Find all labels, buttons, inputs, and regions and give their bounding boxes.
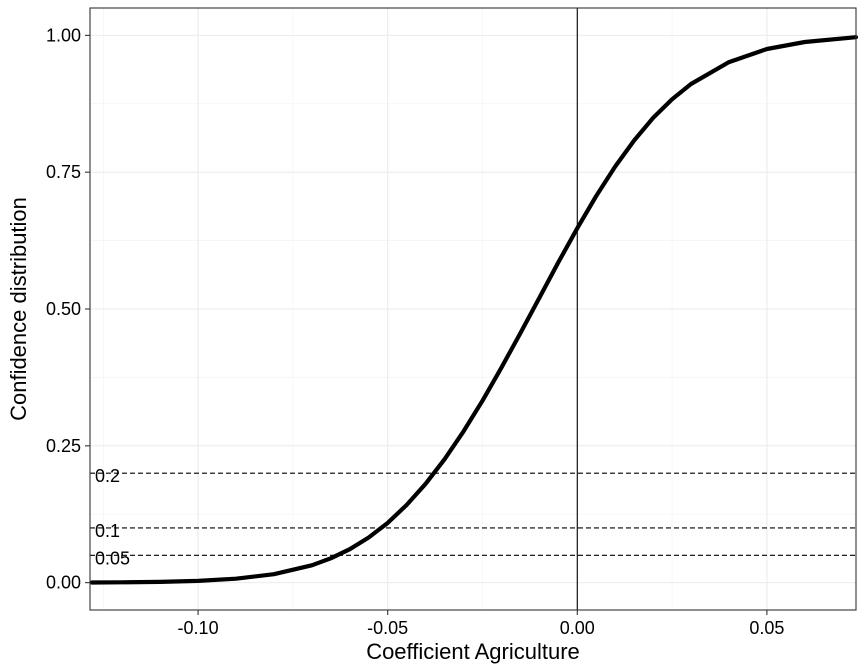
series-layer: [89, 35, 859, 585]
y-tick-label: 0.25: [46, 436, 81, 456]
reference-line-label: 0.05: [95, 548, 130, 568]
x-tick-label: -0.05: [367, 618, 408, 638]
y-axis: 0.00 0.25 0.50 0.75 1.00: [46, 25, 90, 593]
confidence-curve: [89, 35, 859, 585]
x-axis-title: Coefficient Agriculture: [366, 639, 580, 664]
y-tick-label: 0.50: [46, 299, 81, 319]
x-tick-label: 0.05: [749, 618, 784, 638]
x-axis: -0.10 -0.05 0.00 0.05: [178, 610, 784, 638]
x-tick-label: 0.00: [560, 618, 595, 638]
reference-line-label: 0.1: [95, 521, 120, 541]
y-tick-label: 0.75: [46, 162, 81, 182]
x-tick-label: -0.10: [178, 618, 219, 638]
reference-line-label: 0.2: [95, 466, 120, 486]
y-axis-title: Confidence distribution: [6, 197, 31, 421]
y-tick-label: 0.00: [46, 573, 81, 593]
y-tick-label: 1.00: [46, 25, 81, 45]
reference-lines: 0.2 0.1 0.05: [90, 8, 856, 610]
